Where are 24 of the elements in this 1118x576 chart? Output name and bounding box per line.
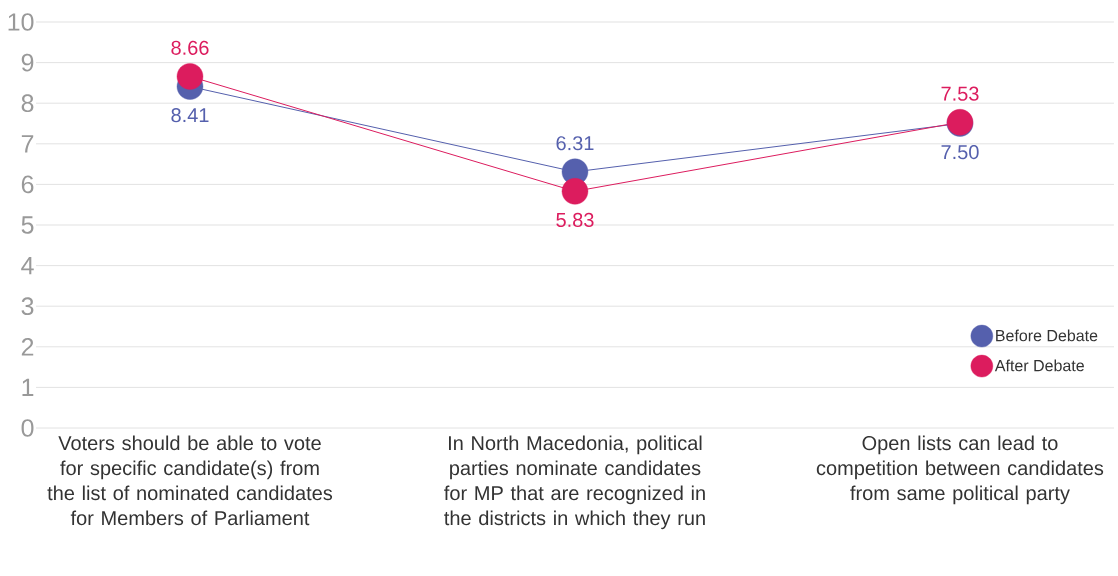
x-tick-label: In North Macedonia, political parties nominate candidates for MP that are recognized in the districts in which they run	[444, 435, 705, 530]
y-tick-label: 5	[21, 216, 34, 234]
data-label: 5.83	[556, 212, 594, 227]
y-tick-label: 1	[22, 378, 34, 396]
y-tick-label: 10	[8, 13, 34, 31]
x-tick-label: Open lists can lead to competition between candidates from same political party	[816, 435, 1104, 505]
point	[561, 178, 589, 205]
y-tick-label: 9	[21, 53, 34, 72]
data-label: 7.53	[941, 86, 979, 101]
legend-label: Before Debate	[996, 329, 1098, 342]
legend-label: After Debate	[994, 359, 1084, 372]
y-tick-label: 8	[21, 94, 34, 113]
y-tick-label: 7	[21, 135, 34, 153]
data-label: 8.66	[171, 40, 209, 55]
y-tick-label: 0	[21, 419, 34, 437]
data-label: 6.31	[556, 136, 594, 151]
data-label: 7.50	[941, 145, 979, 160]
data-label: 8.41	[171, 108, 209, 123]
y-tick-label: 2	[21, 338, 34, 356]
y-tick-label: 6	[21, 175, 34, 194]
y-tick-label: 4	[21, 256, 34, 275]
point	[176, 63, 204, 90]
y-tick-label: 3	[21, 297, 34, 316]
x-tick-label: Voters should be able to vote for specific candidate(s) from the list of nominated candidates for Members of Parliament	[47, 435, 333, 526]
